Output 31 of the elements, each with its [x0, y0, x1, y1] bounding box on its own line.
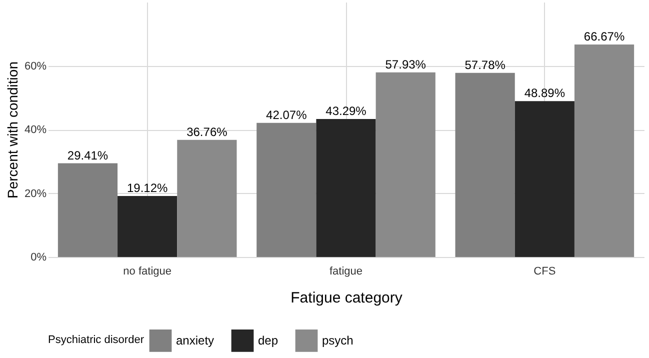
bar	[118, 196, 178, 257]
bar	[514, 101, 574, 257]
y-tick-label: 60%	[24, 60, 47, 72]
data-label: 19.12%	[126, 181, 168, 196]
data-label: 29.41%	[67, 148, 108, 162]
x-tick-label: no fatigue	[123, 266, 172, 278]
data-label: 43.29%	[326, 104, 367, 118]
x-tick-label: CFS	[534, 266, 556, 278]
y-axis-title: Percent with condition	[4, 62, 20, 198]
bar	[376, 72, 436, 257]
legend-label: anxiety	[176, 334, 214, 348]
legend-title: Psychiatric disorder	[48, 334, 144, 346]
x-axis-title: Fatigue category	[290, 290, 403, 306]
x-tick-label: fatigue	[329, 266, 363, 278]
legend-label: dep	[258, 334, 278, 348]
data-label: 66.67%	[584, 29, 625, 44]
data-label: 48.89%	[524, 86, 566, 100]
bar	[177, 140, 237, 257]
bar	[58, 163, 118, 257]
bar	[455, 72, 515, 257]
bar	[316, 119, 376, 257]
data-label: 57.78%	[464, 58, 506, 72]
y-tick-label: 20%	[24, 188, 47, 200]
data-label: 36.76%	[186, 124, 228, 139]
legend-label: psych	[322, 334, 354, 348]
bar	[574, 44, 634, 257]
data-label: 57.93%	[385, 57, 426, 72]
y-tick-label: 0%	[30, 252, 47, 264]
bar	[256, 122, 316, 257]
y-tick-label: 40%	[24, 124, 47, 136]
data-label: 42.07%	[266, 108, 308, 122]
